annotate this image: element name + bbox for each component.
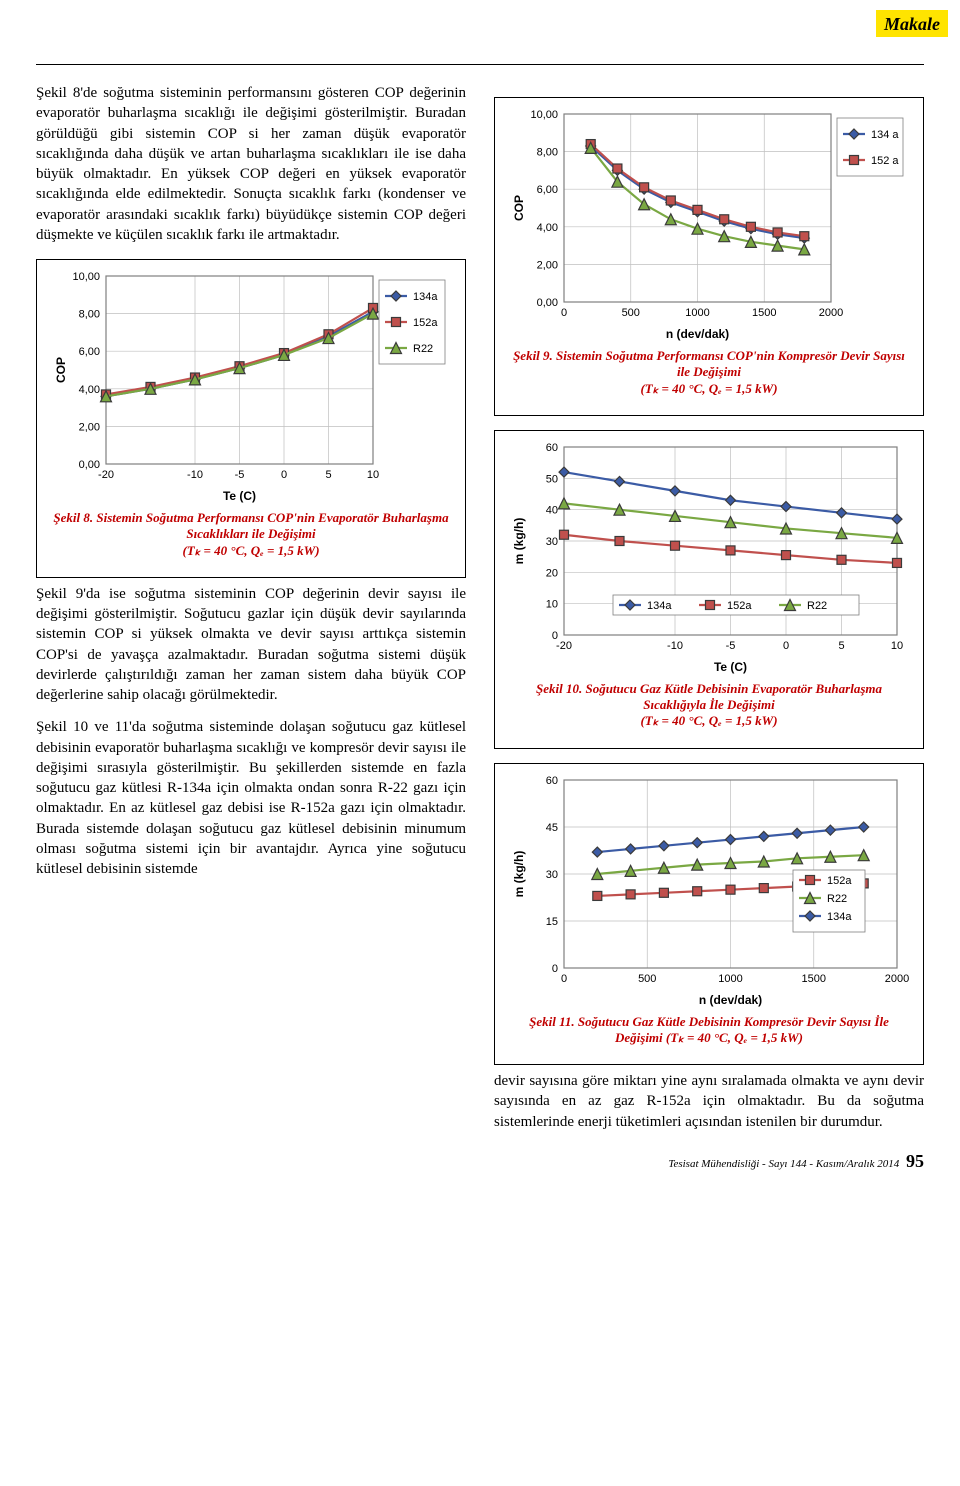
figure-11-chart: 0 500 1000 1500 2000 0 15 30 45 60 n (dev/dak) m (k… bbox=[509, 770, 909, 1010]
footer: Tesisat Mühendisliği - Sayı 144 - Kasım/… bbox=[668, 1149, 924, 1173]
figure-8-subtitle: (Tₖ = 40 °C, Qₑ = 1,5 kW) bbox=[182, 543, 319, 558]
top-rule bbox=[36, 64, 924, 65]
figure-8-chart: -20 -10 -5 0 5 10 0,00 2,00 4,00 6,00 8,00 10,00 Te … bbox=[51, 266, 451, 506]
svg-text:10,00: 10,00 bbox=[72, 271, 100, 283]
svg-text:1000: 1000 bbox=[685, 307, 709, 319]
paragraph-1: Şekil 8'de soğutma sisteminin performans… bbox=[36, 83, 466, 245]
svg-text:15: 15 bbox=[546, 916, 558, 928]
svg-text:45: 45 bbox=[546, 822, 558, 834]
svg-text:-5: -5 bbox=[235, 469, 245, 481]
svg-text:10: 10 bbox=[891, 640, 903, 652]
left-column: Şekil 8'de soğutma sisteminin performans… bbox=[36, 83, 466, 1144]
svg-text:2,00: 2,00 bbox=[537, 259, 558, 271]
svg-text:-10: -10 bbox=[187, 469, 203, 481]
svg-text:152a: 152a bbox=[413, 317, 438, 329]
svg-text:30: 30 bbox=[546, 536, 558, 548]
svg-text:1000: 1000 bbox=[718, 973, 742, 985]
figure-8-title: Şekil 8. Sistemin Soğutma Performansı CO… bbox=[53, 510, 448, 541]
svg-text:m (kg/h): m (kg/h) bbox=[512, 850, 526, 897]
svg-text:134a: 134a bbox=[647, 600, 672, 612]
svg-text:-20: -20 bbox=[556, 640, 572, 652]
figure-11-title: Şekil 11. Soğutucu Gaz Kütle Debisinin K… bbox=[529, 1014, 889, 1045]
svg-text:10: 10 bbox=[546, 598, 558, 610]
svg-text:n (dev/dak): n (dev/dak) bbox=[699, 993, 762, 1007]
header-label: Makale bbox=[876, 10, 948, 37]
figure-10-subtitle: (Tₖ = 40 °C, Qₑ = 1,5 kW) bbox=[640, 713, 777, 728]
svg-text:0: 0 bbox=[552, 630, 558, 642]
footer-text: Tesisat Mühendisliği - Sayı 144 - Kasım/… bbox=[668, 1158, 899, 1170]
figure-8-caption: Şekil 8. Sistemin Soğutma Performansı CO… bbox=[47, 510, 455, 559]
svg-text:COP: COP bbox=[54, 357, 68, 383]
svg-text:5: 5 bbox=[838, 640, 844, 652]
svg-text:R22: R22 bbox=[827, 893, 847, 905]
figure-11-box: 0 500 1000 1500 2000 0 15 30 45 60 n (dev/dak) m (k… bbox=[494, 763, 924, 1066]
figure-10-chart: -20 -10 -5 0 5 10 0 10 20 30 40 50 60 Te (C) m (kg/h) 1… bbox=[509, 437, 909, 677]
svg-text:30: 30 bbox=[546, 869, 558, 881]
svg-text:2,00: 2,00 bbox=[79, 421, 100, 433]
figure-8-box: -20 -10 -5 0 5 10 0,00 2,00 4,00 6,00 8,00 10,00 Te … bbox=[36, 259, 466, 578]
svg-text:-20: -20 bbox=[98, 469, 114, 481]
paragraph-4: devir sayısına göre miktarı yine aynı sı… bbox=[494, 1071, 924, 1132]
svg-text:2000: 2000 bbox=[819, 307, 843, 319]
svg-text:0: 0 bbox=[281, 469, 287, 481]
svg-text:4,00: 4,00 bbox=[79, 384, 100, 396]
figure-10-box: -20 -10 -5 0 5 10 0 10 20 30 40 50 60 Te (C) m (kg/h) 1… bbox=[494, 430, 924, 749]
svg-text:0,00: 0,00 bbox=[537, 297, 558, 309]
svg-text:134a: 134a bbox=[827, 911, 852, 923]
svg-text:152a: 152a bbox=[827, 875, 852, 887]
svg-text:R22: R22 bbox=[807, 600, 827, 612]
svg-text:2000: 2000 bbox=[885, 973, 909, 985]
svg-text:152 a: 152 a bbox=[871, 155, 899, 167]
svg-text:500: 500 bbox=[638, 973, 656, 985]
svg-text:0: 0 bbox=[783, 640, 789, 652]
svg-text:5: 5 bbox=[325, 469, 331, 481]
svg-text:60: 60 bbox=[546, 775, 558, 787]
svg-text:-5: -5 bbox=[726, 640, 736, 652]
svg-text:COP: COP bbox=[512, 195, 526, 221]
svg-text:10,00: 10,00 bbox=[530, 109, 558, 121]
svg-text:8,00: 8,00 bbox=[79, 309, 100, 321]
svg-text:20: 20 bbox=[546, 567, 558, 579]
svg-text:6,00: 6,00 bbox=[79, 346, 100, 358]
svg-text:8,00: 8,00 bbox=[537, 147, 558, 159]
right-column: 05001000150020000,002,004,006,008,0010,0… bbox=[494, 83, 924, 1144]
svg-text:134a: 134a bbox=[413, 291, 438, 303]
svg-text:R22: R22 bbox=[413, 343, 433, 355]
svg-text:500: 500 bbox=[622, 307, 640, 319]
svg-text:1500: 1500 bbox=[802, 973, 826, 985]
svg-text:0,00: 0,00 bbox=[79, 459, 100, 471]
svg-text:Te (C): Te (C) bbox=[223, 489, 256, 503]
svg-text:0: 0 bbox=[561, 307, 567, 319]
svg-text:0: 0 bbox=[561, 973, 567, 985]
figure-9-chart: 0 500 1000 1500 2000 0,00 2,00 4,00 6,00 8,00 10,0… bbox=[509, 104, 909, 344]
svg-text:4,00: 4,00 bbox=[537, 222, 558, 234]
svg-text:50: 50 bbox=[546, 473, 558, 485]
figure-11-caption: Şekil 11. Soğutucu Gaz Kütle Debisinin K… bbox=[505, 1014, 913, 1047]
figure-10-caption: Şekil 10. Soğutucu Gaz Kütle Debisinin E… bbox=[505, 681, 913, 730]
figure-9-caption: Şekil 9. Sistemin Soğutma Performansı CO… bbox=[505, 348, 913, 397]
svg-text:Te (C): Te (C) bbox=[714, 660, 747, 674]
footer-page: 95 bbox=[906, 1151, 924, 1171]
svg-text:60: 60 bbox=[546, 442, 558, 454]
paragraph-2: Şekil 9'da ise soğutma sisteminin COP de… bbox=[36, 584, 466, 706]
figure-9-box: 0 500 1000 1500 2000 0,00 2,00 4,00 6,00 8,00 10,0… bbox=[494, 97, 924, 416]
svg-text:10: 10 bbox=[367, 469, 379, 481]
svg-text:-10: -10 bbox=[667, 640, 683, 652]
svg-text:n (dev/dak): n (dev/dak) bbox=[666, 327, 729, 341]
figure-10-title: Şekil 10. Soğutucu Gaz Kütle Debisinin E… bbox=[536, 681, 882, 712]
svg-text:134 a: 134 a bbox=[871, 129, 899, 141]
figure-9-subtitle: (Tₖ = 40 °C, Qₑ = 1,5 kW) bbox=[640, 381, 777, 396]
svg-text:0: 0 bbox=[552, 963, 558, 975]
svg-text:1500: 1500 bbox=[752, 307, 776, 319]
svg-text:6,00: 6,00 bbox=[537, 184, 558, 196]
svg-text:40: 40 bbox=[546, 504, 558, 516]
svg-text:m (kg/h): m (kg/h) bbox=[512, 517, 526, 564]
svg-text:152a: 152a bbox=[727, 600, 752, 612]
paragraph-3: Şekil 10 ve 11'da soğutma sisteminde dol… bbox=[36, 717, 466, 879]
figure-9-title: Şekil 9. Sistemin Soğutma Performansı CO… bbox=[513, 348, 905, 379]
